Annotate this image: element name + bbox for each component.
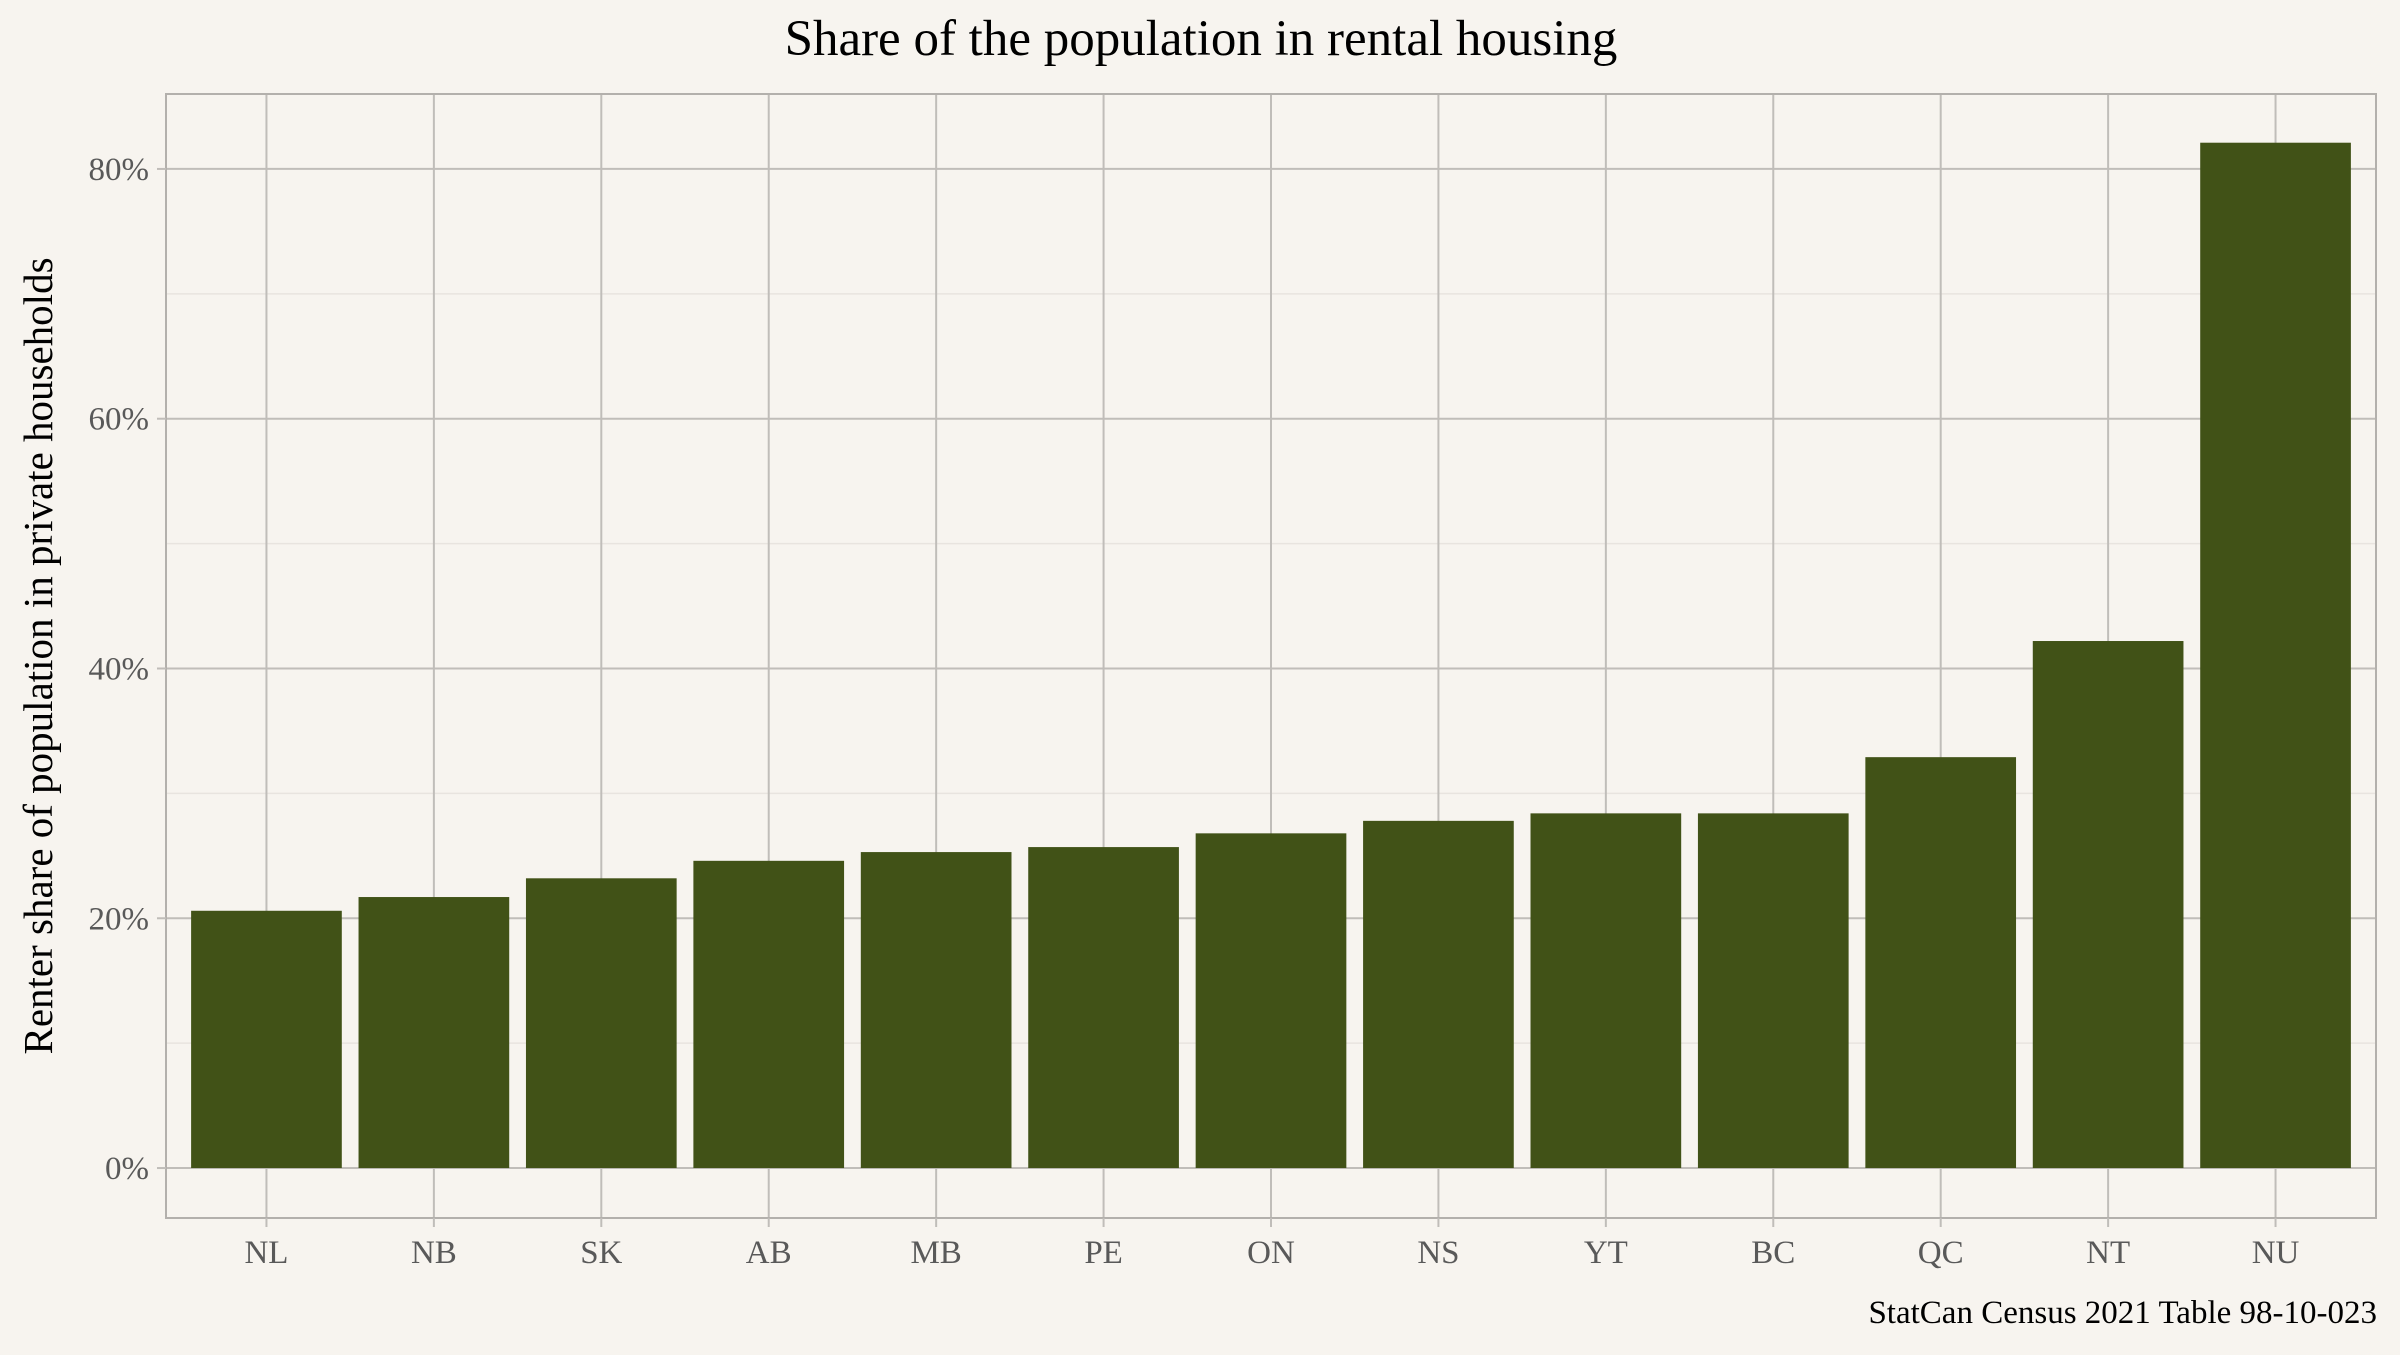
bar-mb (860, 852, 1012, 1169)
y-tick-label: 60% (89, 402, 150, 438)
x-tick-label: AB (746, 1235, 792, 1271)
bar-nt (2032, 641, 2184, 1169)
x-tick-label: NB (411, 1235, 457, 1271)
x-tick-label: NL (244, 1235, 288, 1271)
x-axis: NL NB SK AB MB PE ON NS YT BC QC NT NU (244, 1218, 2300, 1271)
bar-sk (525, 878, 677, 1169)
x-tick-label: NU (2252, 1235, 2300, 1271)
bar-nb (358, 897, 510, 1169)
bar-qc (1865, 757, 2017, 1169)
x-tick-label: YT (1584, 1235, 1628, 1271)
y-tick-label: 40% (89, 651, 150, 687)
bars-layer (191, 142, 2351, 1169)
chart-caption: StatCan Census 2021 Table 98-10-023 (1868, 1295, 2377, 1331)
x-tick-label: QC (1918, 1235, 1964, 1271)
y-axis: 0% 20% 40% 60% 80% (89, 152, 166, 1187)
bar-ns (1363, 820, 1514, 1169)
bar-pe (1028, 847, 1179, 1169)
x-tick-label: NS (1417, 1235, 1459, 1271)
y-tick-label: 0% (105, 1151, 149, 1187)
bar-nl (191, 910, 342, 1169)
y-tick-label: 20% (89, 901, 150, 937)
y-axis-label: Renter share of population in private ho… (15, 257, 61, 1054)
x-tick-label: ON (1247, 1235, 1295, 1271)
bar-yt (1530, 813, 1682, 1169)
x-tick-label: SK (580, 1235, 622, 1271)
x-tick-label: BC (1751, 1235, 1795, 1271)
x-tick-label: NT (2086, 1235, 2130, 1271)
bar-on (1195, 833, 1347, 1169)
chart-title: Share of the population in rental housin… (785, 11, 1618, 67)
x-tick-label: MB (910, 1235, 961, 1271)
y-tick-label: 80% (89, 152, 150, 188)
bar-nu (2200, 142, 2351, 1169)
bar-ab (693, 860, 845, 1169)
x-tick-label: PE (1084, 1235, 1123, 1271)
bar-bc (1697, 813, 1849, 1169)
